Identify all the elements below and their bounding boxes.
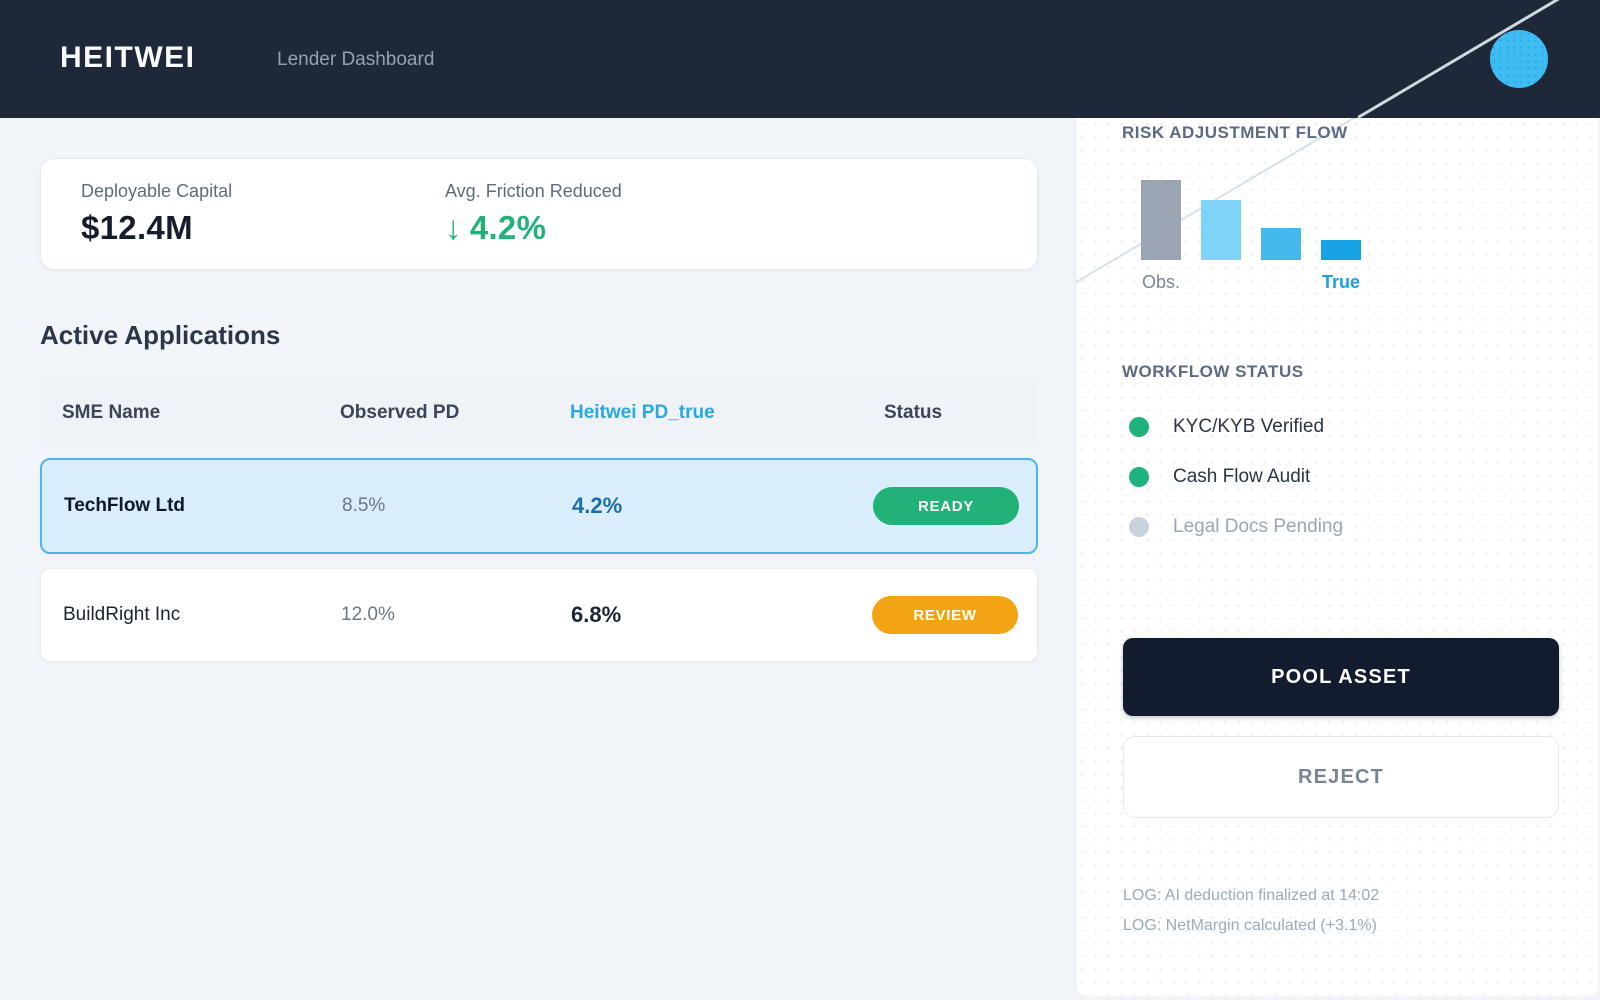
applications-table-header: SME Name Observed PD Heitwei PD_true Sta…	[40, 378, 1038, 448]
friction-reduced-value: ↓ 4.2%	[445, 209, 809, 247]
deployable-capital-stat: Deployable Capital $12.4M	[81, 181, 445, 247]
brand-logo: HEITWEI	[60, 41, 196, 74]
pool-asset-button[interactable]: POOL ASSET	[1123, 638, 1559, 716]
workflow-item-label: Legal Docs Pending	[1173, 516, 1344, 537]
user-avatar[interactable]	[1490, 30, 1548, 88]
workflow-item-label: Cash Flow Audit	[1173, 466, 1311, 487]
pd-true-cell: 6.8%	[571, 602, 622, 627]
status-dot-icon	[1129, 467, 1149, 487]
chart-label-true: True	[1321, 272, 1360, 292]
status-badge-review[interactable]: REVIEW	[872, 596, 1018, 634]
sme-name-cell: TechFlow Ltd	[64, 495, 186, 516]
active-applications-heading: Active Applications	[40, 320, 281, 350]
status-dot-icon	[1129, 517, 1149, 537]
activity-log: LOG: AI deduction finalized at 14:02 LOG…	[1123, 881, 1379, 941]
reject-button[interactable]: REJECT	[1123, 736, 1559, 818]
log-line-2: LOG: NetMargin calculated (+3.1%)	[1123, 917, 1377, 934]
workflow-status-heading: WORKFLOW STATUS	[1122, 362, 1304, 381]
pd-true-cell: 4.2%	[572, 493, 623, 518]
observed-pd-cell: 12.0%	[341, 604, 395, 625]
friction-reduced-label: Avg. Friction Reduced	[445, 181, 622, 201]
table-row-buildright[interactable]: BuildRight Inc 12.0% 6.8% REVIEW	[40, 568, 1038, 662]
friction-reduced-stat: Avg. Friction Reduced ↓ 4.2%	[445, 181, 809, 247]
bar-step-3	[1261, 228, 1301, 260]
workflow-item-cashflow: Cash Flow Audit	[1129, 464, 1310, 490]
bar-true	[1321, 240, 1361, 260]
top-navbar: HEITWEI Lender Dashboard	[0, 0, 1600, 118]
chart-label-obs: Obs.	[1141, 272, 1180, 292]
log-line-1: LOG: AI deduction finalized at 14:02	[1123, 887, 1380, 904]
status-dot-icon	[1129, 417, 1149, 437]
summary-stats-card: Deployable Capital $12.4M Avg. Friction …	[40, 158, 1038, 270]
column-header-sme-name: SME Name	[62, 402, 161, 423]
column-header-heitwei-pd-true: Heitwei PD_true	[570, 402, 715, 423]
status-badge-ready[interactable]: READY	[873, 487, 1019, 525]
observed-pd-cell: 8.5%	[342, 495, 386, 516]
deployable-capital-value: $12.4M	[81, 209, 193, 246]
risk-adjustment-bar-chart	[1141, 180, 1361, 260]
bar-observed	[1141, 180, 1181, 260]
deployable-capital-label: Deployable Capital	[81, 181, 233, 201]
column-header-status: Status	[884, 402, 943, 423]
down-arrow-icon: ↓	[445, 209, 462, 246]
table-row-techflow[interactable]: TechFlow Ltd 8.5% 4.2% READY	[40, 458, 1038, 554]
workflow-item-kyc: KYC/KYB Verified	[1129, 414, 1324, 440]
workflow-item-legal-docs: Legal Docs Pending	[1129, 514, 1343, 540]
sme-name-cell: BuildRight Inc	[63, 604, 181, 625]
page-title: Lender Dashboard	[277, 49, 435, 70]
column-header-observed-pd: Observed PD	[340, 402, 460, 423]
workflow-item-label: KYC/KYB Verified	[1173, 416, 1325, 437]
risk-adjustment-flow-heading: RISK ADJUSTMENT FLOW	[1122, 123, 1348, 142]
right-side-panel: RISK ADJUSTMENT FLOW Obs. True WORKFLOW …	[1075, 118, 1598, 996]
friction-reduced-number: 4.2%	[469, 209, 547, 246]
bar-step-2	[1201, 200, 1241, 260]
